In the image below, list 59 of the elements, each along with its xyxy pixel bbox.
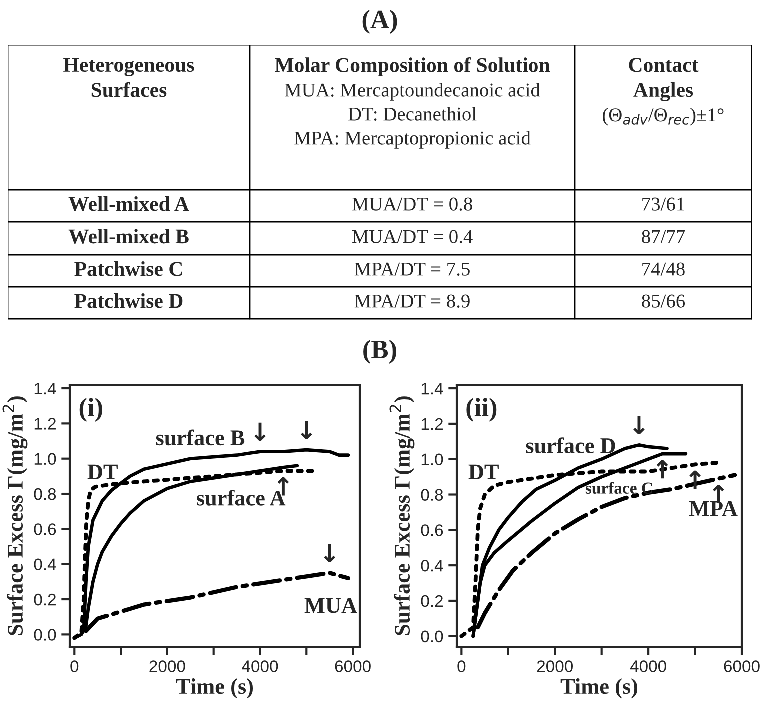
annotation: ↓ xyxy=(634,416,645,435)
y-tick-label: 1.4 xyxy=(422,383,444,395)
x-tick-label: 2000 xyxy=(537,660,574,672)
x-tick-label: 6000 xyxy=(335,660,371,672)
text: Well-mixed A xyxy=(68,196,190,212)
text: Heterogeneous Surfaces xyxy=(64,58,194,98)
y-tick-label: 0.4 xyxy=(34,558,56,571)
y-tick-label: 1.2 xyxy=(422,418,443,430)
y-tick-label: 0.8 xyxy=(34,488,56,500)
series-label: MPA xyxy=(689,501,738,516)
text: Contact Angles (Θ$_{adv}$/Θ$_{rec}$)±1° xyxy=(603,58,724,126)
y-tick-label: 0.2 xyxy=(34,594,56,606)
chart-title: (B) xyxy=(364,340,396,364)
series-label: surface C xyxy=(586,482,652,494)
series-label: surface B xyxy=(156,430,245,446)
text: Patchwise D xyxy=(74,294,183,308)
y-axis-title: Surface Excess Γ(mg/m$^{2}$) xyxy=(2,396,28,636)
y-tick-label: 1.2 xyxy=(34,418,56,430)
x-axis-title: Time (s) xyxy=(560,678,638,699)
text: 74/48 xyxy=(642,262,685,276)
x-axis-title: Time (s) xyxy=(176,678,254,699)
y-tick-label: 1.0 xyxy=(422,454,444,466)
x-tick-label: 4000 xyxy=(242,660,278,672)
annotation: ↓ xyxy=(301,421,312,440)
text: Well-mixed B xyxy=(68,229,189,244)
series-label: DT xyxy=(88,464,118,480)
x-tick-label: 0 xyxy=(458,660,466,672)
x-tick-label: 6000 xyxy=(724,660,760,672)
annotation: ↓ xyxy=(254,422,266,442)
text: 73/61 xyxy=(642,198,684,211)
annotation: (ii) xyxy=(466,398,497,422)
text: 85/66 xyxy=(642,294,686,308)
annotation: (i) xyxy=(80,398,102,422)
annotation: ↓ xyxy=(324,544,336,562)
series-label: surface D xyxy=(526,438,616,454)
series-label: DT xyxy=(468,464,499,480)
x-tick-label: 4000 xyxy=(630,660,666,672)
text: 87/77 xyxy=(642,230,686,244)
y-tick-label: 0.0 xyxy=(34,629,56,641)
y-tick-label: 1.4 xyxy=(34,383,56,395)
text: MUA/DT = 0.8 xyxy=(352,198,472,211)
x-tick-label: 2000 xyxy=(150,660,186,672)
annotation: ↑ xyxy=(713,485,724,504)
y-tick-label: 0.8 xyxy=(421,489,444,501)
text: Patchwise C xyxy=(74,262,182,276)
text: Molar Composition of Solution MUA: Mercaptoundecanoic acid DT: Decanethiol MPA: Mercaptopropionic acid xyxy=(275,57,550,149)
text: MUA/DT = 0.4 xyxy=(352,230,473,244)
text: MPA/DT = 7.5 xyxy=(354,262,470,276)
x-tick-label: 0 xyxy=(70,660,79,672)
y-tick-label: 0.4 xyxy=(421,560,444,572)
y-tick-label: 0.6 xyxy=(34,524,56,536)
y-tick-label: 1.0 xyxy=(34,453,56,466)
y-axis-title: Surface Excess Γ(mg/m$^{2}$) xyxy=(390,396,415,636)
text: MPA/DT = 8.9 xyxy=(354,294,470,308)
y-tick-label: 0.2 xyxy=(421,595,443,608)
text: (A) xyxy=(362,10,398,34)
y-tick-label: 0.6 xyxy=(421,524,444,536)
y-tick-label: 0.0 xyxy=(421,630,444,643)
series-label: MUA xyxy=(304,598,358,614)
